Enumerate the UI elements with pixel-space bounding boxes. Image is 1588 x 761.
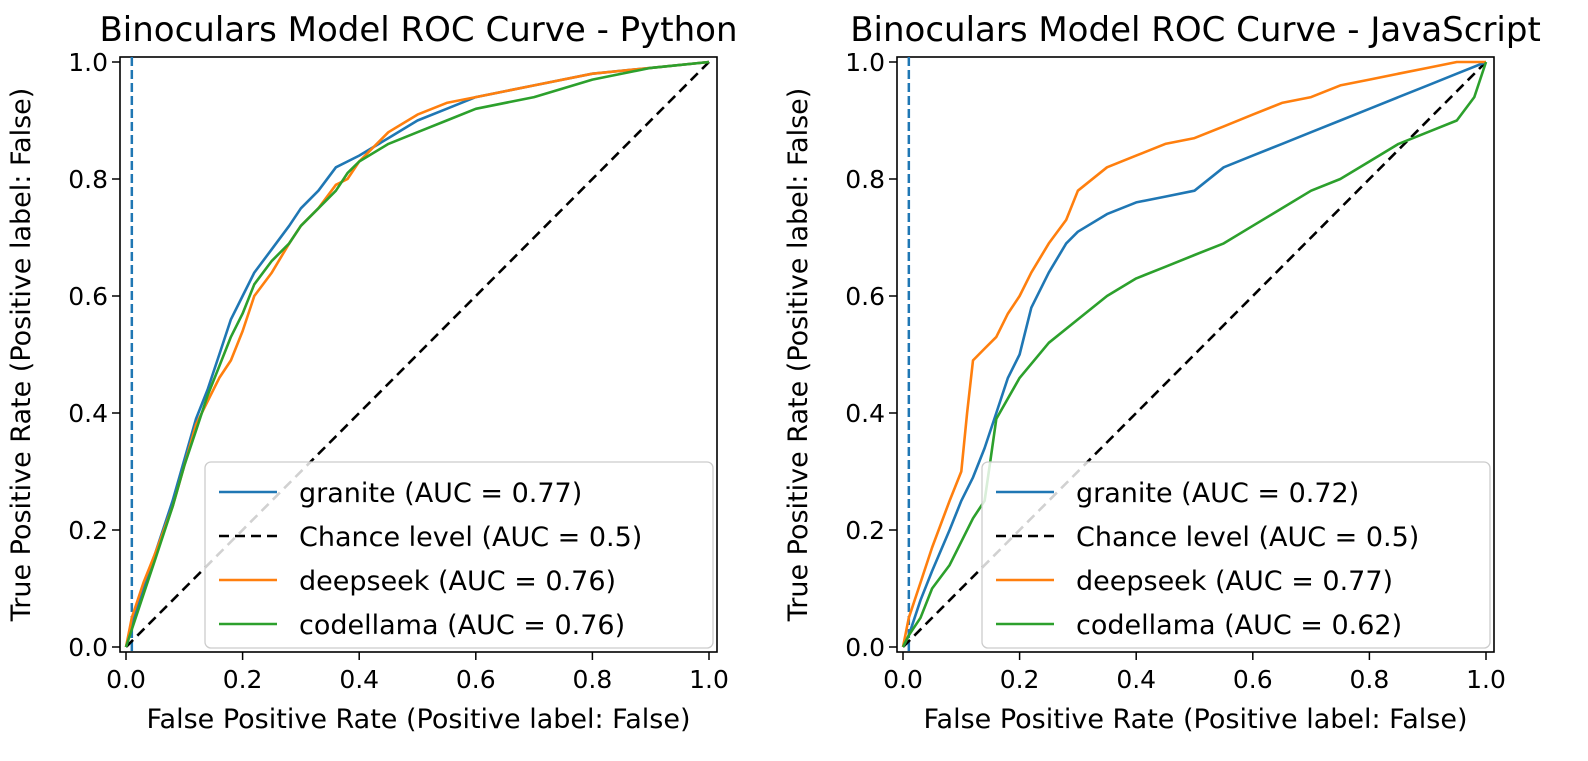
- legend-entry-label: granite (AUC = 0.72): [1076, 478, 1359, 509]
- x-tick-label: 0.8: [573, 665, 613, 694]
- y-tick-label: 0.0: [68, 633, 108, 662]
- javascript-roc-panel: Binoculars Model ROC Curve - JavaScript …: [783, 10, 1541, 735]
- legend-frame: [204, 461, 714, 649]
- legend-python: granite (AUC = 0.77) Chance level (AUC = …: [204, 461, 714, 649]
- y-tick-label: 1.0: [845, 48, 885, 77]
- legend-entry-label: codellama (AUC = 0.62): [1076, 610, 1402, 641]
- series-line-granite: [124, 60, 710, 648]
- legend-entry-label: codellama (AUC = 0.76): [299, 610, 625, 641]
- legend-frame: [981, 461, 1491, 649]
- y-tick-label: 0.8: [68, 165, 108, 194]
- chart-title-python: Binoculars Model ROC Curve - Python: [99, 10, 737, 50]
- legend-entry-label: Chance level (AUC = 0.5): [1076, 522, 1419, 553]
- x-tick-label: 0.0: [883, 665, 923, 694]
- x-tick-label: 1.0: [689, 665, 729, 694]
- y-tick-label: 0.2: [845, 516, 885, 545]
- x-tick-label: 1.0: [1466, 665, 1506, 694]
- y-tick-label: 0.6: [68, 282, 108, 311]
- x-tick-label: 0.0: [106, 665, 146, 694]
- series-line-granite: [901, 60, 1487, 648]
- chart-title-javascript: Binoculars Model ROC Curve - JavaScript: [850, 10, 1541, 50]
- x-axis-label-python: False Positive Rate (Positive label: Fal…: [146, 704, 690, 735]
- plot-frame-python: [119, 56, 718, 653]
- x-tick-label: 0.2: [223, 665, 263, 694]
- y-axis-label-python: True Positive Rate (Positive label: Fals…: [6, 88, 37, 623]
- y-tick-label: 0.2: [68, 516, 108, 545]
- x-axis-label-javascript: False Positive Rate (Positive label: Fal…: [923, 704, 1467, 735]
- x-tick-label: 0.8: [1350, 665, 1390, 694]
- y-tick-label: 1.0: [68, 48, 108, 77]
- x-tick-label: 0.2: [1000, 665, 1040, 694]
- series-line-codellama: [901, 61, 1488, 648]
- plot-frame-javascript: [896, 56, 1495, 653]
- y-axis-label-javascript: True Positive Rate (Positive label: Fals…: [783, 88, 814, 623]
- y-tick-label: 0.4: [845, 399, 885, 428]
- legend-entry-label: deepseek (AUC = 0.76): [299, 566, 616, 597]
- series-line-codellama: [124, 60, 710, 648]
- x-tick-label: 0.6: [456, 665, 496, 694]
- y-tick-label: 0.6: [845, 282, 885, 311]
- y-tick-label: 0.4: [68, 399, 108, 428]
- legend-entry-label: Chance level (AUC = 0.5): [299, 522, 642, 553]
- legend-javascript: granite (AUC = 0.72) Chance level (AUC = …: [981, 461, 1491, 649]
- x-tick-label: 0.6: [1233, 665, 1273, 694]
- legend-entry-label: granite (AUC = 0.77): [299, 478, 582, 509]
- legend-entry-label: deepseek (AUC = 0.77): [1076, 566, 1393, 597]
- y-tick-label: 0.8: [845, 165, 885, 194]
- series-line-deepseek: [901, 60, 1486, 648]
- python-roc-panel: Binoculars Model ROC Curve - Python Fals…: [6, 10, 738, 735]
- x-tick-label: 0.4: [1116, 665, 1156, 694]
- y-tick-label: 0.0: [845, 633, 885, 662]
- x-tick-label: 0.4: [339, 665, 379, 694]
